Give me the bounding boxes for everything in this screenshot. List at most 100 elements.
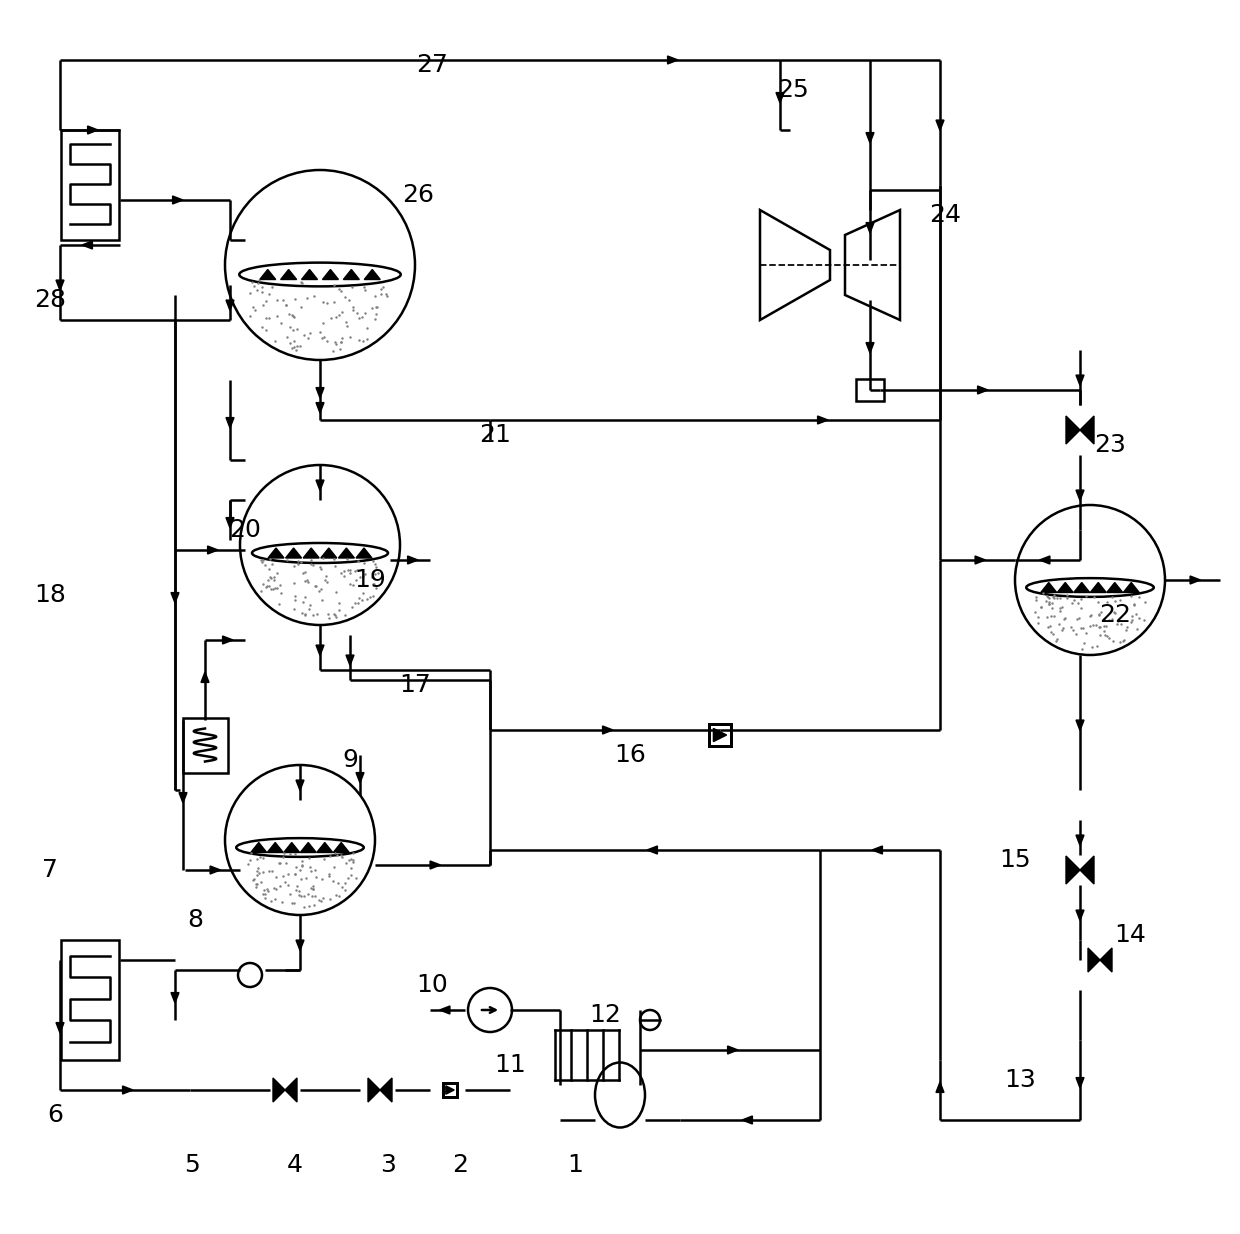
Polygon shape: [285, 1079, 298, 1102]
Polygon shape: [356, 548, 372, 558]
Polygon shape: [1190, 576, 1200, 584]
Polygon shape: [713, 728, 727, 742]
Text: 18: 18: [33, 582, 66, 607]
Polygon shape: [301, 269, 317, 279]
Polygon shape: [284, 843, 300, 853]
Polygon shape: [603, 726, 613, 734]
Text: 14: 14: [1114, 923, 1146, 946]
Polygon shape: [1087, 948, 1100, 972]
Polygon shape: [446, 1086, 454, 1095]
Polygon shape: [280, 269, 296, 279]
Bar: [443, 1083, 458, 1097]
Polygon shape: [1076, 835, 1084, 845]
Text: 26: 26: [402, 183, 434, 207]
Polygon shape: [742, 1116, 753, 1124]
Polygon shape: [667, 56, 678, 64]
Polygon shape: [1076, 721, 1084, 731]
Text: 15: 15: [999, 848, 1030, 872]
Polygon shape: [647, 847, 657, 854]
Polygon shape: [728, 1046, 738, 1054]
Polygon shape: [268, 843, 283, 853]
Polygon shape: [171, 592, 179, 603]
Polygon shape: [368, 1079, 379, 1102]
Polygon shape: [226, 417, 234, 428]
Bar: [61, 940, 119, 1060]
Polygon shape: [226, 517, 234, 528]
Polygon shape: [285, 548, 301, 558]
Polygon shape: [207, 545, 218, 554]
Polygon shape: [273, 1079, 285, 1102]
Bar: [856, 379, 884, 401]
Polygon shape: [316, 387, 324, 399]
Bar: [61, 130, 119, 239]
Bar: [182, 717, 227, 772]
Polygon shape: [1074, 582, 1090, 592]
Polygon shape: [1066, 856, 1080, 884]
Polygon shape: [321, 548, 337, 558]
Text: 10: 10: [417, 972, 448, 997]
Text: 22: 22: [1099, 603, 1131, 627]
Polygon shape: [268, 548, 284, 558]
Polygon shape: [872, 847, 883, 854]
Polygon shape: [866, 343, 874, 353]
Polygon shape: [1107, 582, 1122, 592]
Text: 4: 4: [286, 1153, 303, 1177]
Polygon shape: [339, 548, 355, 558]
Polygon shape: [866, 222, 874, 233]
Text: 28: 28: [33, 288, 66, 312]
Text: 27: 27: [417, 53, 448, 77]
Polygon shape: [334, 843, 350, 853]
Polygon shape: [1076, 911, 1084, 921]
Polygon shape: [975, 557, 986, 564]
Polygon shape: [1076, 1077, 1084, 1088]
Polygon shape: [430, 861, 440, 869]
Polygon shape: [1080, 416, 1094, 444]
Text: 16: 16: [614, 743, 646, 768]
Text: 11: 11: [494, 1053, 526, 1077]
Polygon shape: [82, 241, 93, 249]
Polygon shape: [88, 126, 98, 135]
Polygon shape: [866, 132, 874, 143]
Polygon shape: [226, 300, 234, 311]
Polygon shape: [1076, 375, 1084, 385]
Text: 24: 24: [929, 204, 961, 227]
Text: 20: 20: [229, 518, 260, 542]
Text: 6: 6: [47, 1103, 63, 1127]
Polygon shape: [123, 1086, 133, 1095]
Polygon shape: [304, 548, 319, 558]
Polygon shape: [171, 992, 179, 1003]
Polygon shape: [1100, 948, 1112, 972]
Polygon shape: [343, 269, 360, 279]
Polygon shape: [300, 843, 316, 853]
Polygon shape: [365, 269, 381, 279]
Text: 2: 2: [453, 1153, 467, 1177]
Text: 12: 12: [589, 1003, 621, 1027]
Polygon shape: [316, 402, 324, 413]
Bar: [709, 724, 732, 747]
Polygon shape: [316, 843, 332, 853]
Text: 19: 19: [355, 568, 386, 592]
Polygon shape: [56, 280, 64, 290]
Polygon shape: [936, 120, 944, 131]
Polygon shape: [1090, 582, 1106, 592]
Polygon shape: [172, 196, 184, 204]
Text: 23: 23: [1094, 433, 1126, 457]
Polygon shape: [776, 93, 784, 102]
Polygon shape: [210, 866, 221, 874]
Polygon shape: [817, 416, 828, 424]
Polygon shape: [346, 655, 353, 665]
Polygon shape: [1080, 856, 1094, 884]
Text: 7: 7: [42, 858, 58, 882]
Polygon shape: [379, 1079, 392, 1102]
Polygon shape: [316, 645, 324, 655]
Polygon shape: [1058, 582, 1074, 592]
Text: 25: 25: [777, 78, 808, 102]
Text: 1: 1: [567, 1153, 583, 1177]
Polygon shape: [223, 636, 233, 644]
Polygon shape: [322, 269, 339, 279]
Polygon shape: [977, 386, 988, 394]
Polygon shape: [56, 1023, 64, 1033]
Text: 8: 8: [187, 908, 203, 932]
Polygon shape: [201, 673, 210, 682]
Polygon shape: [250, 843, 267, 853]
